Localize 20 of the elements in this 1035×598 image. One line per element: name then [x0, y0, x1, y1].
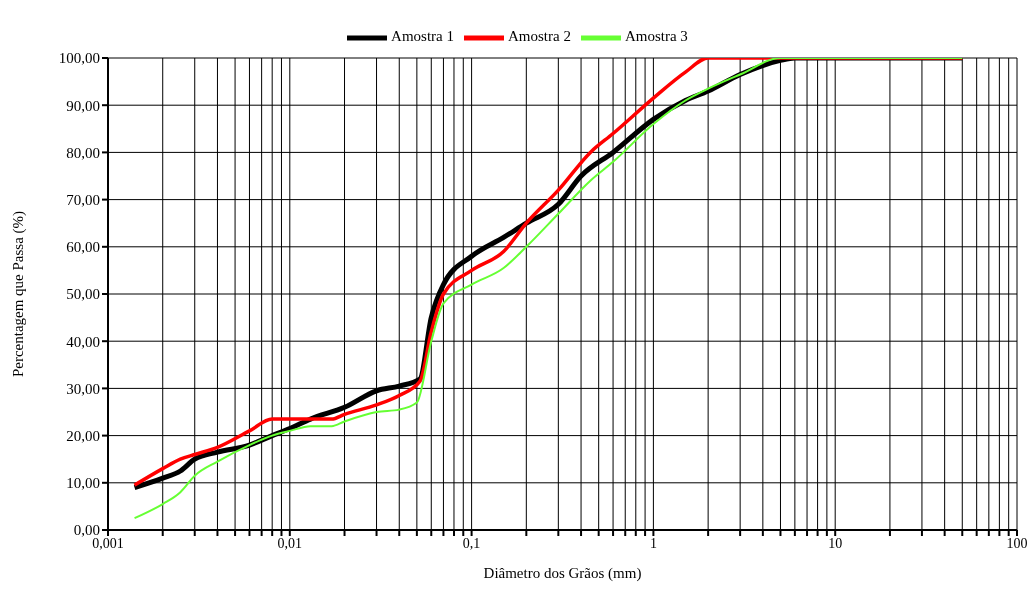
x-tick-label: 1 [649, 535, 657, 551]
x-tick-label: 10 [828, 535, 843, 551]
y-tick-label: 50,00 [66, 286, 100, 303]
x-tick-label: 100 [1006, 535, 1028, 551]
x-tick-label: 0,1 [462, 535, 481, 551]
y-tick-label: 60,00 [66, 239, 100, 256]
y-tick-label: 80,00 [66, 144, 100, 161]
y-tick-label: 70,00 [66, 191, 100, 208]
y-tick-label: 10,00 [66, 475, 100, 492]
y-tick-label: 30,00 [66, 380, 100, 397]
y-axis-title: Percentagem que Passa (%) [10, 210, 28, 378]
y-tick-label: 90,00 [66, 97, 100, 114]
y-tick-label: 40,00 [66, 333, 100, 350]
legend-label: Amostra 3 [624, 28, 688, 45]
legend-label: Amostra 2 [508, 28, 571, 45]
x-axis-title: Diâmetro dos Grãos (mm) [483, 565, 642, 582]
legend-label: Amostra 1 [391, 28, 455, 45]
x-tick-label: 0,01 [277, 535, 303, 551]
y-tick-label: 20,00 [66, 427, 100, 444]
y-tick-label: 100,00 [58, 50, 100, 67]
